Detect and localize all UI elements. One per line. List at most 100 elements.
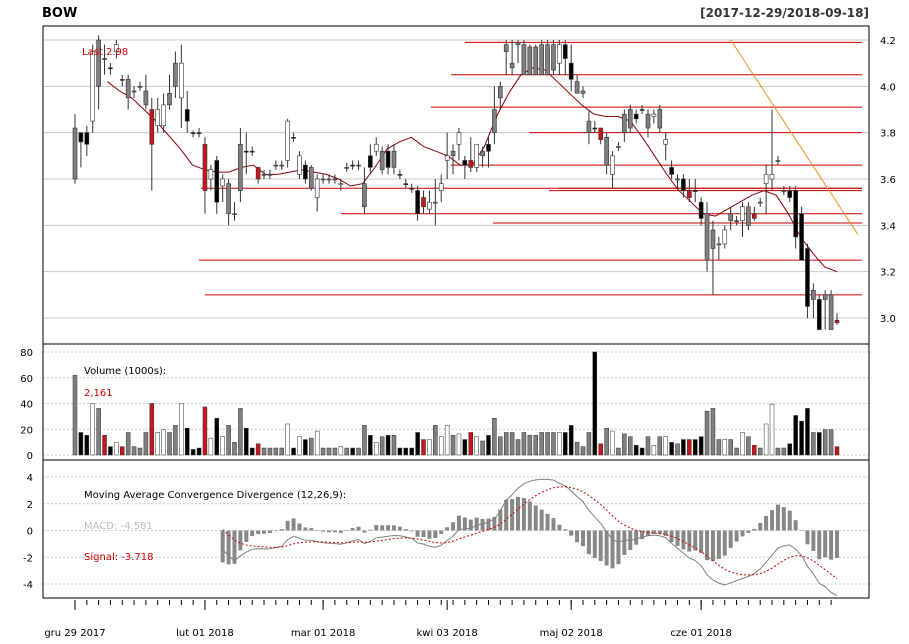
price-y-tick-label: 3.0 xyxy=(880,314,896,325)
price-candle xyxy=(805,243,810,318)
macd-histogram-bar xyxy=(533,505,538,531)
price-candle-body xyxy=(267,174,273,176)
macd-histogram-bar xyxy=(681,530,686,550)
volume-bar xyxy=(757,447,763,456)
volume-bar xyxy=(167,432,172,456)
volume-bar xyxy=(409,447,414,456)
price-y-axis: 3.0 3.2 3.4 3.6 3.8 4.0 4.2 xyxy=(880,36,896,325)
price-candle xyxy=(184,90,190,133)
volume-bar xyxy=(769,403,775,456)
volume-bar xyxy=(96,408,101,456)
price-candle xyxy=(137,81,143,91)
volume-bar xyxy=(338,446,344,456)
macd-histogram-bar xyxy=(492,517,497,531)
price-candle-body xyxy=(143,90,149,106)
price-candle-body xyxy=(131,90,137,93)
price-candle-body xyxy=(509,62,515,69)
macd-histogram-bar xyxy=(409,530,414,532)
price-candle xyxy=(462,155,468,179)
price-candle xyxy=(551,40,556,75)
price-candle-body xyxy=(244,150,249,153)
volume-bar xyxy=(521,432,527,456)
price-candle-body xyxy=(403,183,409,185)
price-candle xyxy=(716,236,722,261)
macd-histogram-bar xyxy=(687,530,692,552)
price-candle-body xyxy=(220,178,225,187)
price-candle-body xyxy=(687,190,692,198)
macd-histogram-bar xyxy=(285,520,290,531)
price-candle xyxy=(356,160,361,170)
price-candle xyxy=(155,97,160,133)
volume-bar xyxy=(226,425,231,456)
volume-bar xyxy=(143,432,149,456)
price-candle-body xyxy=(303,164,308,180)
price-candle-body xyxy=(539,44,544,76)
price-candle-body xyxy=(633,113,639,120)
volume-bar xyxy=(710,408,716,456)
macd-histogram-bar xyxy=(356,526,361,531)
macd-histogram-bar xyxy=(787,510,792,531)
volume-y-tick-label: 20 xyxy=(20,425,33,436)
macd-histogram-bar xyxy=(433,530,438,539)
macd-histogram-bar xyxy=(728,530,733,548)
price-candle-body xyxy=(580,90,586,94)
macd-signal-label: Signal: -3.718 xyxy=(84,552,154,563)
price-candle-body xyxy=(255,167,261,180)
price-candle xyxy=(598,127,604,145)
price-candle xyxy=(562,40,568,75)
price-y-tick-label: 3.8 xyxy=(880,129,896,140)
price-candle-body xyxy=(669,167,674,175)
macd-histogram-bar xyxy=(474,517,479,531)
price-candle xyxy=(539,40,544,76)
price-candle-body xyxy=(427,201,432,210)
macd-histogram-bar xyxy=(262,530,267,534)
volume-bar xyxy=(468,432,474,456)
price-candle xyxy=(362,167,367,214)
price-candle-body xyxy=(586,120,592,133)
macd-histogram-bar xyxy=(645,530,650,536)
price-candle xyxy=(72,114,78,184)
price-candle-body xyxy=(173,62,178,87)
price-candle xyxy=(657,104,663,133)
price-candle xyxy=(645,109,651,138)
price-candle-body xyxy=(503,44,509,52)
macd-histogram-bar xyxy=(338,530,343,533)
volume-bar xyxy=(509,432,515,456)
macd-histogram-bar xyxy=(256,530,261,535)
macd-histogram-bar xyxy=(758,522,763,531)
price-candle xyxy=(816,294,822,330)
macd-histogram-bar xyxy=(362,530,367,533)
volume-bar xyxy=(675,443,680,456)
price-candle-body xyxy=(639,109,645,111)
x-axis: gru 29 2017 lut 01 2018 mar 01 2018 kwi 03 … xyxy=(44,600,832,639)
price-candle xyxy=(279,160,285,170)
macd-y-tick-label: 0 xyxy=(27,527,33,538)
macd-histogram-bar xyxy=(332,530,337,533)
price-candle xyxy=(338,179,344,191)
price-candle xyxy=(119,74,125,87)
price-candle-body xyxy=(214,160,220,203)
price-candle-body xyxy=(645,113,651,129)
volume-bar xyxy=(137,447,143,456)
price-candle-body xyxy=(415,190,420,215)
macd-histogram-bar xyxy=(415,530,420,537)
macd-histogram-bar xyxy=(480,518,485,531)
macd-histogram-bar xyxy=(439,530,444,534)
macd-histogram-bar xyxy=(799,530,804,531)
price-candle-body xyxy=(486,143,491,152)
macd-histogram xyxy=(220,496,839,569)
price-candle-body xyxy=(498,86,503,99)
price-candle-body xyxy=(90,51,96,122)
volume-bar xyxy=(480,440,485,456)
price-candle xyxy=(102,44,107,75)
price-y-tick-label: 3.4 xyxy=(880,221,896,232)
price-candle xyxy=(752,206,757,221)
price-candle xyxy=(480,146,485,168)
volume-bar xyxy=(557,432,562,456)
volume-bar xyxy=(232,442,237,456)
macd-histogram-bar xyxy=(445,527,450,531)
price-candle-body xyxy=(72,127,78,180)
price-candle xyxy=(580,86,586,98)
price-candle xyxy=(592,121,598,133)
price-candle-body xyxy=(409,187,414,190)
